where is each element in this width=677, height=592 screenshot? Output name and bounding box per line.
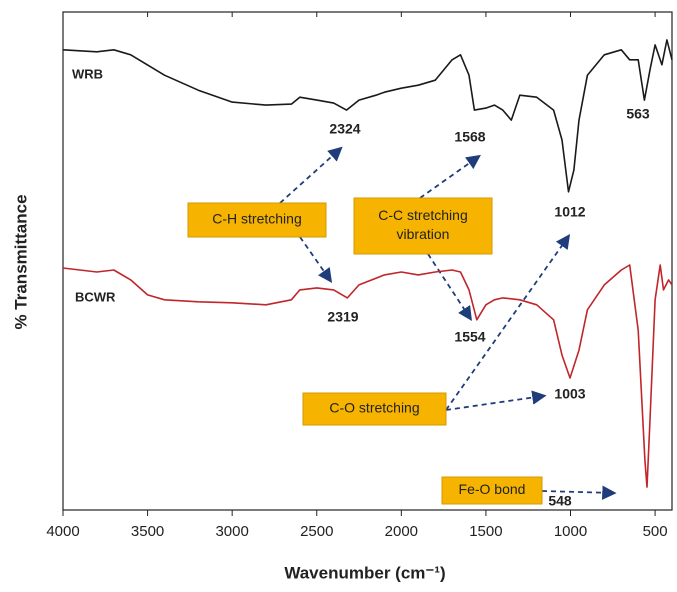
arrow	[541, 485, 617, 500]
x-tick-label: 500	[643, 523, 668, 540]
spectrum-line	[62, 39, 673, 193]
peak-label: 1012	[554, 204, 585, 220]
arrow	[419, 154, 481, 199]
label-box	[302, 392, 447, 426]
x-axis-label: Wavenumber (cm⁻¹)	[284, 563, 445, 582]
label-box	[353, 197, 493, 255]
x-tick-label: 1000	[554, 523, 587, 540]
box-text: C-C stretching	[378, 207, 467, 223]
y-axis-label: % Transmittance	[11, 194, 30, 329]
arrow	[299, 236, 333, 283]
peak-label: 563	[626, 106, 650, 122]
arrow	[445, 234, 571, 411]
peak-label: 1003	[554, 386, 585, 402]
x-tick-label: 1500	[469, 523, 502, 540]
peak-label: 1568	[454, 129, 485, 145]
series-label: WRB	[72, 66, 103, 81]
label-box	[187, 202, 327, 238]
series-label: BCWR	[75, 289, 116, 304]
box-text: Fe-O bond	[459, 481, 526, 497]
x-tick-label: 4000	[46, 523, 79, 540]
arrow	[279, 146, 343, 204]
x-tick-label: 3500	[131, 523, 164, 540]
label-box	[441, 476, 543, 505]
arrow	[445, 390, 547, 411]
peak-label: 1554	[454, 329, 485, 345]
box-text: C-H stretching	[212, 211, 301, 227]
plot-frame	[62, 11, 673, 511]
arrow	[427, 253, 472, 322]
arrows	[279, 146, 617, 500]
box-text: C-O stretching	[329, 400, 419, 416]
peak-label: 2324	[329, 121, 360, 137]
x-tick-label: 3000	[215, 523, 248, 540]
spectrum-line	[62, 264, 673, 488]
x-tick-label: 2000	[385, 523, 418, 540]
peak-label: 548	[548, 493, 572, 509]
peak-label: 2319	[327, 309, 358, 325]
box-text: vibration	[397, 226, 450, 242]
x-tick-label: 2500	[300, 523, 333, 540]
